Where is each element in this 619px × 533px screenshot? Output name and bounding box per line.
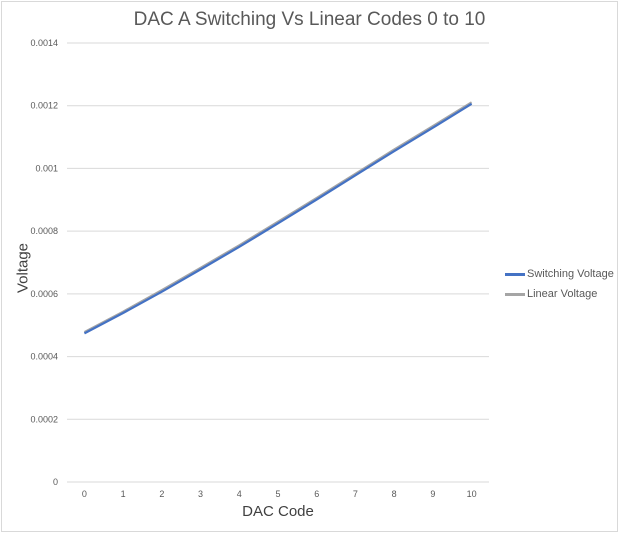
legend-label-switching: Switching Voltage [527, 268, 614, 280]
x-tick-label: 8 [392, 489, 397, 499]
x-tick-label: 1 [121, 489, 126, 499]
legend-item-linear: Linear Voltage [505, 284, 614, 304]
legend-swatch-switching [505, 272, 525, 276]
series-line-linear [83, 101, 473, 334]
y-tick-label: 0.0008 [30, 226, 58, 236]
x-tick-label: 7 [353, 489, 358, 499]
y-tick-label: 0 [53, 477, 58, 487]
y-tick-label: 0.001 [35, 163, 58, 173]
x-tick-label: 9 [430, 489, 435, 499]
series-line-switching [83, 102, 473, 335]
x-tick-labels: 0 1 2 3 4 5 6 7 8 9 10 [82, 489, 477, 499]
x-axis-label: DAC Code [242, 503, 314, 520]
x-tick-label: 5 [275, 489, 280, 499]
y-tick-label: 0.0004 [30, 352, 58, 362]
legend-label-linear: Linear Voltage [527, 288, 598, 300]
chart-title: DAC A Switching Vs Linear Codes 0 to 10 [133, 9, 486, 30]
x-tick-label: 6 [314, 489, 319, 499]
x-tick-label: 4 [237, 489, 242, 499]
legend: Switching Voltage Linear Voltage [505, 264, 614, 304]
x-tick-label: 2 [159, 489, 164, 499]
y-tick-label: 0.0012 [30, 101, 58, 111]
y-tick-label: 0.0002 [30, 414, 58, 424]
y-tick-label: 0.0006 [30, 289, 58, 299]
x-tick-label: 0 [82, 489, 87, 499]
y-tick-labels: 0 0.0002 0.0004 0.0006 0.0008 0.001 0.0012 0.00… [30, 38, 58, 487]
legend-swatch-linear [505, 292, 525, 296]
y-tick-label: 0.0014 [30, 38, 58, 48]
x-tick-label: 10 [467, 489, 477, 499]
series-lines [83, 101, 473, 335]
gridlines [67, 42, 489, 483]
legend-item-switching: Switching Voltage [505, 264, 614, 284]
x-tick-label: 3 [198, 489, 203, 499]
